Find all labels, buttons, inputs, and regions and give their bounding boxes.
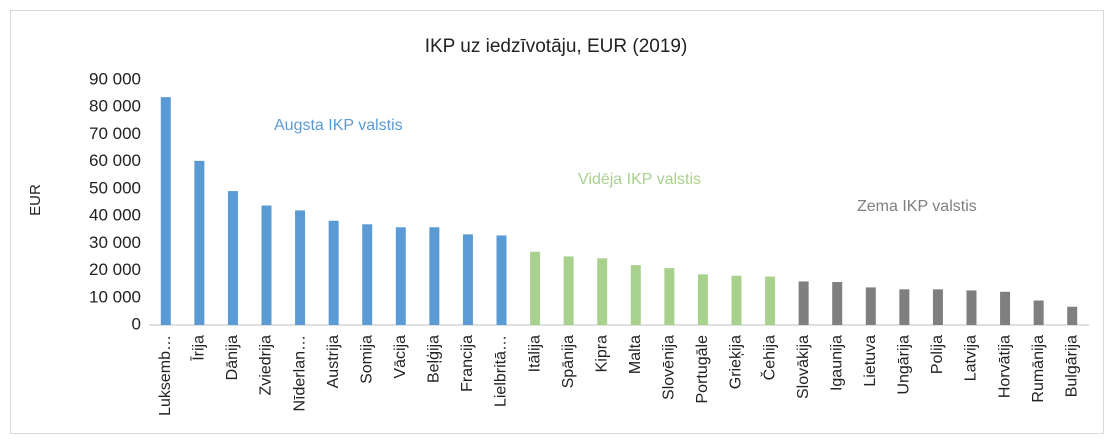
x-tick-label: Itālija (526, 335, 543, 372)
chart-title: IKP uz iedzīvotāju, EUR (2019) (425, 36, 688, 57)
bar (1033, 300, 1044, 325)
bar (765, 276, 776, 325)
bar (798, 281, 809, 325)
x-tick-label: Slovēnija (661, 335, 678, 400)
x-tick-label: Čehija (759, 335, 778, 380)
bar (328, 220, 339, 325)
y-tick-label: 40 000 (89, 206, 141, 225)
y-tick-label: 60 000 (89, 151, 141, 170)
bar (429, 227, 440, 325)
bar (261, 205, 272, 325)
x-tick-label: Austrija (325, 335, 342, 388)
bar (731, 275, 742, 325)
bar (630, 265, 641, 325)
bar (362, 224, 373, 325)
x-tick-label: Kipra (593, 335, 610, 372)
x-tick-label: Vācija (392, 335, 409, 379)
x-tick-label: Bulgārija (1063, 335, 1080, 397)
bar (530, 251, 541, 325)
x-tick-label: Latvija (963, 335, 980, 381)
bar (832, 281, 843, 325)
x-tick-label: Portugāle (694, 335, 711, 404)
x-tick-label: Lietuva (862, 335, 879, 387)
x-tick-label: Slovākija (795, 335, 812, 399)
y-tick-label: 0 (132, 314, 141, 333)
bar (664, 268, 675, 325)
x-tick-label: Polija (929, 335, 946, 374)
bar (227, 191, 238, 325)
x-tick-label: Zviedrija (258, 335, 275, 396)
x-tick-label: Malta (627, 335, 644, 374)
x-tick-label: Spānija (560, 335, 577, 388)
bar (194, 160, 205, 325)
annotation: Augsta IKP valstis (274, 117, 403, 134)
x-tick-label: Somija (358, 335, 375, 384)
x-tick-label: Dānija (224, 335, 241, 380)
x-tick-label: Lielbritā… (493, 335, 510, 407)
y-tick-label: 30 000 (89, 233, 141, 252)
annotation: Vidēja IKP valstis (578, 171, 701, 188)
x-tick-label: Beļģija (425, 335, 443, 383)
y-tick-label: 90 000 (89, 69, 141, 88)
bar (697, 274, 708, 325)
bar (295, 210, 306, 325)
y-tick-label: 10 000 (89, 287, 141, 306)
bar (462, 234, 473, 325)
y-tick-label: 50 000 (89, 178, 141, 197)
y-tick-label: 80 000 (89, 97, 141, 116)
y-tick-label: 20 000 (89, 260, 141, 279)
x-tick-label: Luksemb… (157, 335, 174, 416)
chart-border (10, 10, 1104, 434)
x-tick-label: Nīderlan… (291, 335, 308, 411)
annotation: Zema IKP valstis (857, 198, 977, 215)
x-tick-label: Ungārija (896, 335, 913, 395)
y-axis-label: EUR (27, 184, 44, 216)
y-tick-label: 70 000 (89, 124, 141, 143)
bar (1000, 291, 1011, 325)
x-tick-label: Grieķija (728, 335, 745, 389)
bar (966, 290, 977, 325)
bar (395, 227, 406, 325)
bar (932, 289, 943, 325)
bar (160, 97, 171, 326)
bar (865, 287, 876, 325)
x-tick-label: Īrija (190, 335, 208, 361)
bar (496, 235, 507, 325)
bar (597, 258, 608, 325)
bar (563, 256, 574, 325)
x-tick-label: Rumānija (1030, 335, 1047, 403)
bar (1067, 306, 1078, 325)
x-tick-label: Horvātija (996, 335, 1013, 398)
bar (899, 289, 910, 325)
x-tick-label: Igaunija (828, 335, 845, 391)
x-tick-label: Francija (459, 335, 476, 392)
